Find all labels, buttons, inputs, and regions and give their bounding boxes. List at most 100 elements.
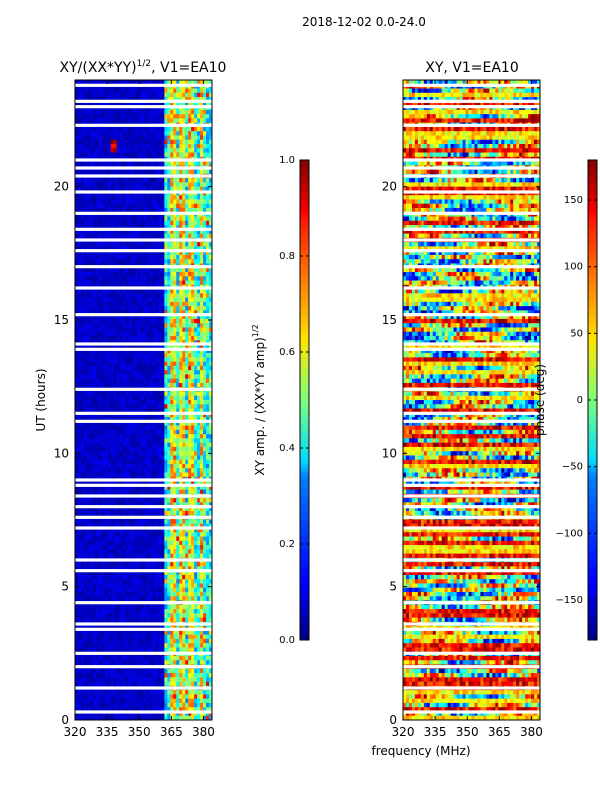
- heatmap-cell: [125, 148, 130, 154]
- heatmap-cell: [176, 203, 180, 209]
- heatmap-cell: [176, 293, 180, 299]
- heatmap-cell: [194, 498, 198, 503]
- heatmap-cell: [92, 139, 97, 145]
- heatmap-cell: [89, 195, 94, 201]
- heatmap-cell: [92, 114, 97, 119]
- heatmap-cell: [128, 225, 133, 230]
- heatmap-cell: [80, 109, 85, 115]
- heatmap-cell: [89, 510, 94, 516]
- heatmap-cell: [173, 246, 177, 252]
- heatmap-cell: [206, 109, 210, 115]
- heatmap-cell: [119, 225, 124, 230]
- heatmap-cell: [167, 220, 171, 226]
- heatmap-cell: [149, 246, 154, 252]
- heatmap-cell: [188, 353, 192, 358]
- heatmap-cell: [137, 101, 142, 107]
- heatmap-cell: [182, 126, 186, 132]
- heatmap-cell: [167, 438, 171, 444]
- heatmap-cell: [158, 126, 162, 132]
- heatmap-cell: [104, 532, 109, 538]
- heatmap-cell: [128, 429, 133, 435]
- heatmap-cell: [119, 203, 124, 209]
- heatmap-cell: [179, 336, 183, 341]
- heatmap-cell: [191, 92, 195, 98]
- heatmap-cell: [75, 472, 79, 478]
- heatmap-cell: [101, 109, 106, 115]
- heatmap-cell: [107, 510, 112, 516]
- heatmap-cell: [122, 323, 127, 329]
- heatmap-cell: [143, 169, 148, 175]
- heatmap-cell: [92, 455, 97, 461]
- heatmap-cell: [122, 434, 127, 439]
- heatmap-cell: [101, 276, 106, 282]
- heatmap-cell: [203, 446, 207, 452]
- heatmap-cell: [131, 318, 136, 324]
- heatmap-cell: [200, 139, 204, 145]
- heatmap-cell: [113, 161, 118, 166]
- heatmap-cell: [122, 216, 127, 222]
- heatmap-cell: [161, 220, 165, 226]
- heatmap-cell: [200, 455, 204, 461]
- heatmap-cell: [110, 225, 115, 230]
- heatmap-cell: [75, 506, 79, 512]
- heatmap-cell: [95, 310, 100, 316]
- heatmap-cell: [104, 442, 109, 448]
- heatmap-cell: [89, 404, 94, 410]
- heatmap-cell: [125, 442, 130, 448]
- heatmap-cell: [170, 348, 174, 354]
- heatmap-cell: [197, 417, 201, 422]
- heatmap-cell: [188, 109, 192, 115]
- heatmap-cell: [164, 400, 168, 405]
- heatmap-cell: [182, 365, 186, 371]
- heatmap-cell: [107, 152, 112, 158]
- heatmap-cell: [110, 246, 115, 252]
- heatmap-cell: [116, 412, 121, 418]
- heatmap-cell: [158, 267, 162, 273]
- heatmap-cell: [155, 289, 159, 294]
- heatmap-cell: [155, 186, 159, 192]
- heatmap-cell: [89, 438, 94, 444]
- heatmap-cell: [137, 280, 142, 286]
- heatmap-cell: [131, 540, 136, 546]
- heatmap-cell: [188, 267, 192, 273]
- heatmap-cell: [149, 446, 154, 452]
- heatmap-cell: [200, 225, 204, 230]
- heatmap-cell: [149, 421, 154, 427]
- heatmap-cell: [110, 229, 115, 235]
- heatmap-cell: [98, 225, 103, 230]
- heatmap-cell: [161, 391, 165, 397]
- heatmap-cell: [161, 144, 165, 149]
- heatmap-cell: [152, 536, 157, 542]
- heatmap-cell: [179, 199, 183, 205]
- heatmap-cell: [75, 280, 79, 286]
- heatmap-cell: [191, 374, 195, 380]
- heatmap-cell: [209, 289, 212, 294]
- heatmap-cell: [116, 152, 121, 158]
- heatmap-cell: [194, 306, 198, 311]
- heatmap-cell: [203, 280, 207, 286]
- heatmap-cell: [110, 468, 115, 474]
- heatmap-cell: [146, 144, 151, 149]
- heatmap-cell: [185, 502, 189, 508]
- heatmap-cell: [137, 519, 142, 525]
- heatmap-cell: [152, 199, 157, 205]
- heatmap-cell: [158, 272, 162, 277]
- heatmap-cell: [104, 378, 109, 384]
- heatmap-cell: [155, 459, 159, 465]
- heatmap-cell: [179, 472, 183, 478]
- heatmap-cell: [86, 412, 91, 418]
- heatmap-cell: [203, 468, 207, 474]
- heatmap-cell: [191, 280, 195, 286]
- heatmap-cell: [104, 289, 109, 294]
- heatmap-cell: [113, 374, 118, 380]
- heatmap-cell: [185, 348, 189, 354]
- heatmap-cell: [131, 148, 136, 154]
- heatmap-cell: [95, 301, 100, 307]
- heatmap-cell: [134, 318, 139, 324]
- heatmap-cell: [128, 485, 133, 491]
- heatmap-cell: [200, 109, 204, 115]
- heatmap-cell: [173, 438, 177, 444]
- heatmap-cell: [140, 229, 145, 235]
- heatmap-cell: [164, 182, 168, 188]
- heatmap-cell: [101, 88, 106, 94]
